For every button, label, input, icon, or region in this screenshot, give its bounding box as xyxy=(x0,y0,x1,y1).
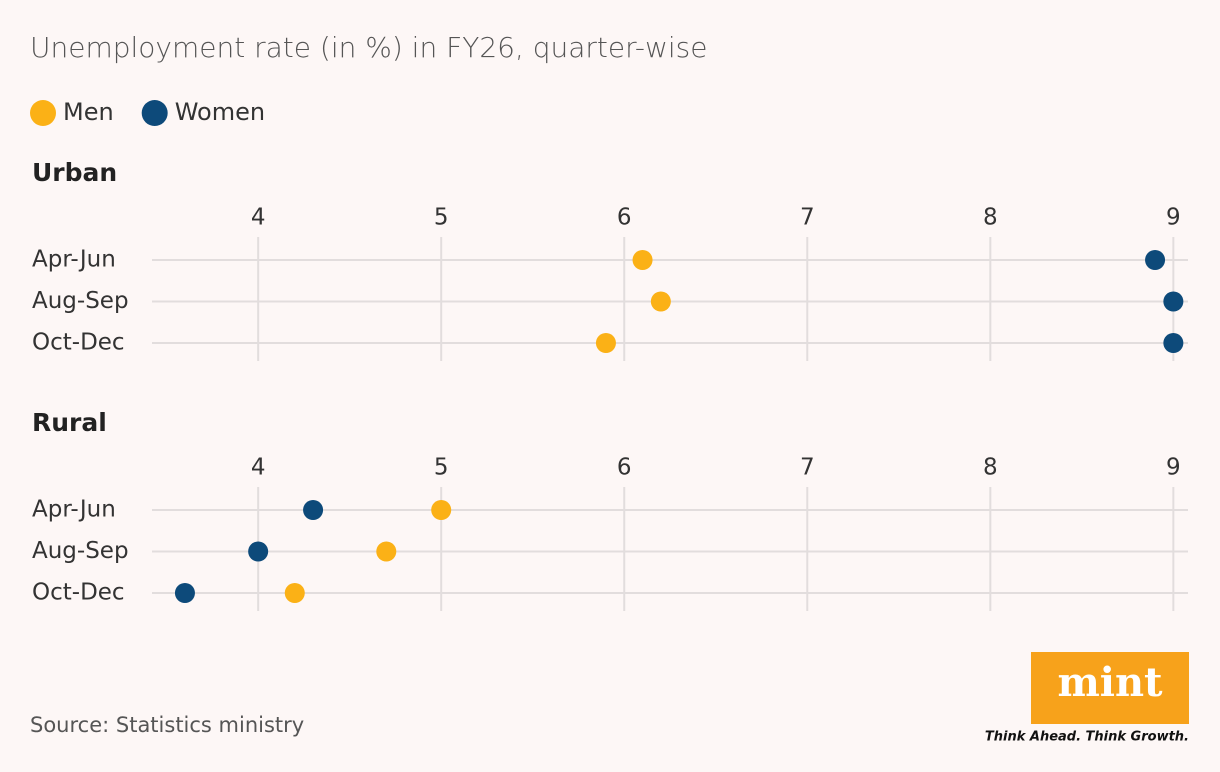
dot: Women xyxy=(248,541,269,562)
logo-box xyxy=(1031,652,1189,724)
dot: Men xyxy=(284,583,305,603)
legend-marker xyxy=(30,100,56,126)
logo-text: mint xyxy=(1057,659,1163,706)
x-tick-label: 8 xyxy=(983,455,998,481)
dot xyxy=(1145,250,1166,270)
row-label: Oct-Dec xyxy=(32,330,125,356)
x-tick-label: 7 xyxy=(800,205,815,231)
x-tick-label: 4 xyxy=(251,205,266,231)
legend-label: Women xyxy=(175,98,265,126)
source: Source: Statistics ministry xyxy=(30,713,304,737)
x-tick-label: 8 xyxy=(983,205,998,231)
logo-tagline: Think Ahead. Think Growth. xyxy=(985,730,1189,745)
row-label: Aug-Sep xyxy=(32,288,129,314)
dot xyxy=(1163,291,1184,312)
row-label: Aug-Sep xyxy=(32,538,129,564)
x-tick-label: 4 xyxy=(251,455,266,481)
dot: Women xyxy=(174,583,195,603)
x-tick-label: 6 xyxy=(617,455,632,481)
dot: Men xyxy=(376,541,397,562)
dot xyxy=(650,291,671,312)
dot: Men xyxy=(431,500,452,520)
chart-title: Unemployment rate (in %) in FY26, quarte… xyxy=(30,31,707,64)
legend-label: Men xyxy=(63,98,114,126)
x-tick-label: 6 xyxy=(617,205,632,231)
dot: Women xyxy=(303,500,324,520)
row-label: Oct-Dec xyxy=(32,580,125,606)
row-label: Apr-Jun xyxy=(32,497,116,523)
row-label: Apr-Jun xyxy=(32,247,116,273)
x-tick-label: 5 xyxy=(434,455,449,481)
x-tick-label: 9 xyxy=(1166,455,1181,481)
dot xyxy=(1163,333,1184,353)
legend-marker xyxy=(141,100,168,126)
dot xyxy=(632,250,653,270)
x-tick-label: 7 xyxy=(800,455,815,481)
panel-title: Rural xyxy=(32,408,107,437)
x-tick-label: 5 xyxy=(434,205,449,231)
panel-title: Urban xyxy=(32,158,117,187)
dot xyxy=(595,333,616,353)
x-tick-label: 9 xyxy=(1166,205,1181,231)
